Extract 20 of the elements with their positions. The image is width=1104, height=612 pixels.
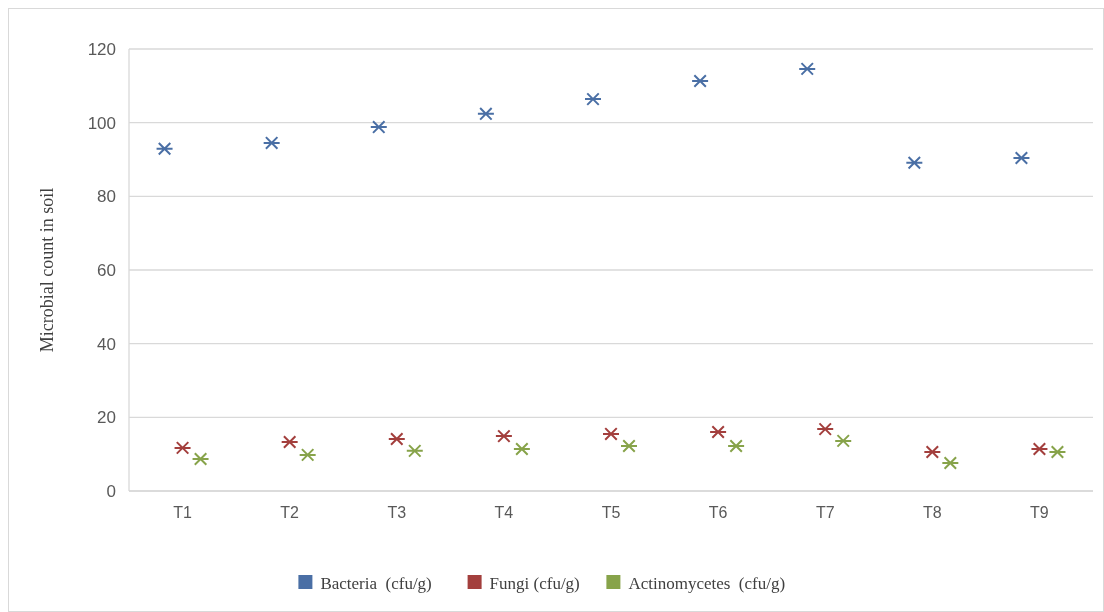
y-tick-label: 120 xyxy=(87,39,116,59)
x-tick-label: T8 xyxy=(923,504,942,521)
y-tick-label: 100 xyxy=(87,113,116,133)
legend-label: Actinomycetes (cfu/g) xyxy=(628,573,786,593)
legend-label: Fungi (cfu/g) xyxy=(489,573,580,593)
y-axis-title: Microbial count in soil xyxy=(37,187,57,353)
y-tick-label: 60 xyxy=(97,260,116,280)
legend-label: Bacteria (cfu/g) xyxy=(320,573,432,593)
x-tick-label: T1 xyxy=(173,504,192,521)
y-tick-label: 80 xyxy=(97,187,116,207)
x-tick-label: T2 xyxy=(280,504,300,521)
x-tick-label: T5 xyxy=(601,504,621,521)
y-tick-label: 40 xyxy=(97,334,116,354)
x-tick-label: T7 xyxy=(815,504,835,521)
x-tick-label: T3 xyxy=(387,504,407,521)
x-tick-label: T9 xyxy=(1030,504,1049,521)
y-tick-label: 0 xyxy=(106,481,116,501)
y-tick-label: 20 xyxy=(97,408,116,428)
x-tick-label: T6 xyxy=(708,504,728,521)
x-tick-label: T4 xyxy=(494,504,514,521)
